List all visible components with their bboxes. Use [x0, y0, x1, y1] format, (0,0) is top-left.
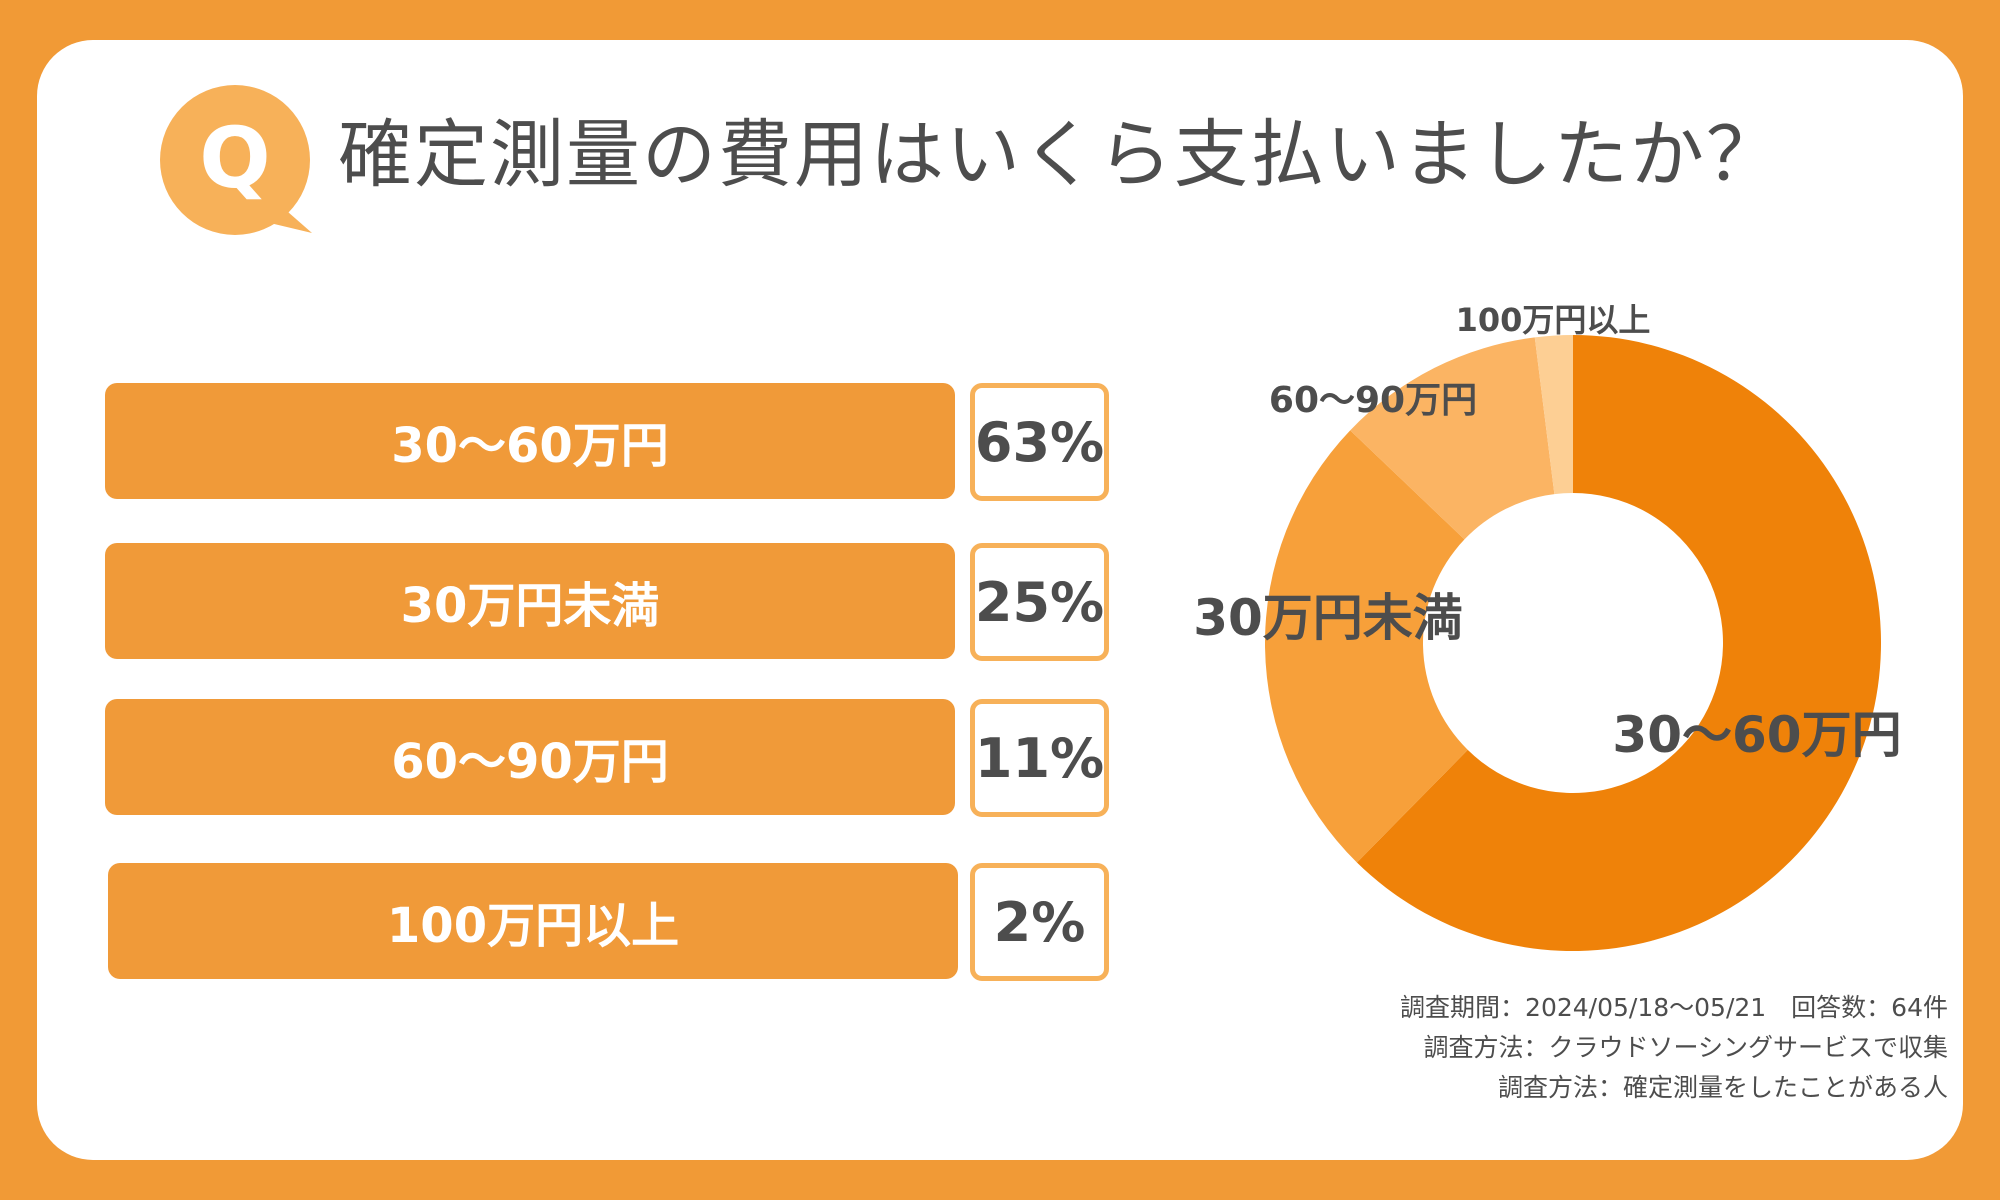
q-speech-bubble-icon: Q [160, 85, 315, 240]
donut-slice-4 [1534, 335, 1573, 495]
survey-period-note: 調査期間：2024/05/18〜05/21 回答数：64件 [1400, 993, 1948, 1022]
page-title: 確定測量の費用はいくら支払いましたか？ [338, 112, 1782, 198]
row-label-3: 60〜90万円 [105, 699, 955, 815]
donut-slice-label-2: 30万円未満 [1193, 589, 1463, 647]
q-letter: Q [199, 109, 270, 207]
row-label-text: 30〜60万円 [391, 418, 669, 474]
donut-slice-label-1: 30〜60万円 [1612, 706, 1901, 764]
row-label-text: 60〜90万円 [391, 734, 669, 790]
donut-slice-label-4: 100万円以上 [1456, 301, 1651, 339]
survey-method-note: 調査方法：クラウドソーシングサービスで収集 [1423, 1033, 1948, 1062]
survey-target-note: 調査方法：確定測量をしたことがある人 [1497, 1073, 1948, 1102]
donut-slice-1 [1356, 335, 1882, 952]
row-label-text: 100万円以上 [386, 898, 680, 954]
donut-slice-2 [1264, 430, 1468, 863]
row-label-1: 30〜60万円 [105, 383, 955, 499]
donut-slice-label-3: 60〜90万円 [1269, 380, 1477, 421]
row-pct-3: 11% [970, 699, 1109, 817]
row-label-4: 100万円以上 [108, 863, 958, 979]
row-label-text: 30万円未満 [400, 578, 660, 634]
survey-notes: 調査期間：2024/05/18〜05/21 回答数：64件 調査方法：クラウドソ… [1400, 988, 1948, 1108]
row-pct-1: 63% [970, 383, 1109, 501]
donut-slice-3 [1350, 337, 1555, 540]
row-label-2: 30万円未満 [105, 543, 955, 659]
row-pct-2: 25% [970, 543, 1109, 661]
row-pct-4: 2% [970, 863, 1109, 981]
